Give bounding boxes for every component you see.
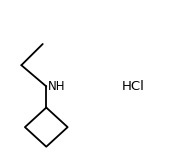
Text: HCl: HCl bbox=[122, 80, 145, 93]
Text: NH: NH bbox=[48, 80, 66, 93]
